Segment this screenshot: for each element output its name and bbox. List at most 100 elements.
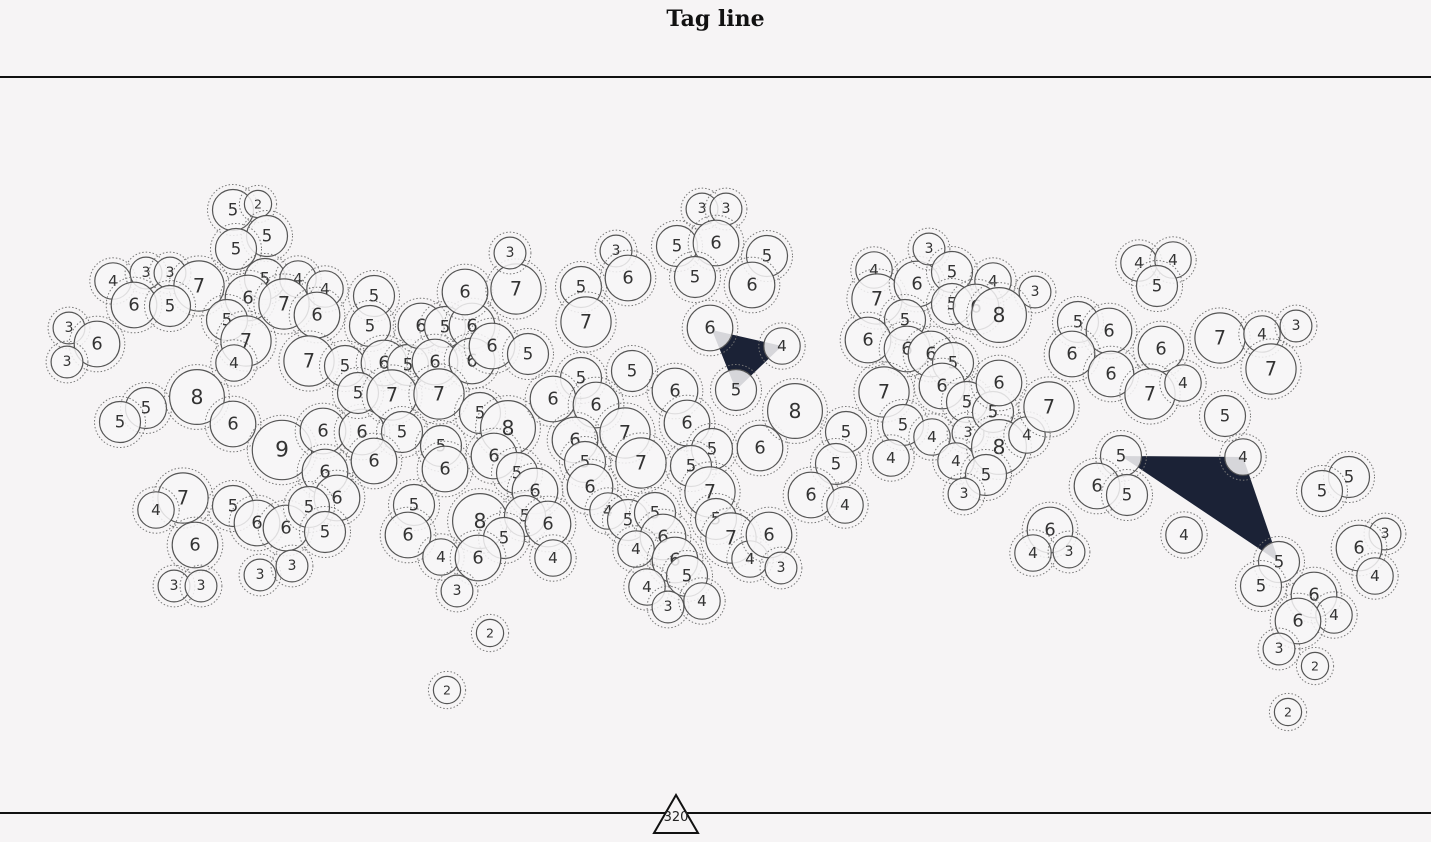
bubble-3[interactable]: 3	[1274, 304, 1318, 348]
bubble-circle[interactable]	[1273, 697, 1303, 727]
bubble-4[interactable]: 4	[1351, 552, 1399, 600]
bubble-5[interactable]: 5	[210, 223, 262, 275]
bubble-circle[interactable]	[303, 510, 347, 554]
bubble-6[interactable]: 6	[204, 395, 262, 453]
bubble-2[interactable]: 2	[1268, 692, 1308, 732]
bubble-circle[interactable]	[1023, 381, 1075, 433]
bubble-6[interactable]: 6	[723, 256, 781, 314]
bubble-2[interactable]: 2	[1295, 646, 1335, 686]
bubble-circle[interactable]	[1135, 264, 1179, 308]
bubble-circle[interactable]	[1203, 394, 1247, 438]
bubble-circle[interactable]	[534, 539, 572, 577]
bubble-4[interactable]: 4	[821, 481, 869, 529]
bubble-circle[interactable]	[137, 491, 175, 529]
bubble-circle[interactable]	[975, 359, 1023, 407]
bubble-9[interactable]: 9	[246, 414, 318, 486]
bubble-4[interactable]: 4	[529, 534, 577, 582]
bubble-2[interactable]: 2	[427, 670, 467, 710]
bubble-6[interactable]: 6	[782, 466, 840, 524]
bubble-circle[interactable]	[1052, 535, 1086, 569]
bubble-7[interactable]: 7	[1240, 338, 1302, 400]
bubble-circle[interactable]	[560, 296, 612, 348]
bubble-circle[interactable]	[1245, 343, 1297, 395]
bubble-6[interactable]: 6	[449, 529, 507, 587]
bubble-circle[interactable]	[604, 254, 652, 302]
bubble-4[interactable]: 4	[210, 339, 258, 387]
bubble-circle[interactable]	[148, 284, 192, 328]
bubble-circle[interactable]	[432, 675, 462, 705]
bubble-circle[interactable]	[475, 618, 505, 648]
bubble-6[interactable]: 6	[68, 315, 126, 373]
bubble-4[interactable]: 4	[132, 486, 180, 534]
bubble-6[interactable]: 6	[681, 299, 739, 357]
bubble-circle[interactable]	[728, 261, 776, 309]
bubble-circle[interactable]	[493, 236, 527, 270]
bubble-3[interactable]: 3	[435, 569, 479, 613]
bubble-4[interactable]: 4	[908, 413, 956, 461]
bubble-circle[interactable]	[610, 349, 654, 393]
bubble-circle[interactable]	[1087, 350, 1135, 398]
bubble-6[interactable]: 6	[740, 506, 798, 564]
bubble-6[interactable]: 6	[416, 440, 474, 498]
bubble-circle[interactable]	[209, 400, 257, 448]
bubble-6[interactable]: 6	[687, 214, 745, 272]
bubble-3[interactable]: 3	[704, 187, 748, 231]
bubble-5[interactable]: 5	[502, 328, 554, 380]
bubble-circle[interactable]	[651, 590, 685, 624]
bubble-circle[interactable]	[440, 574, 474, 608]
bubble-circle[interactable]	[275, 549, 309, 583]
bubble-circle[interactable]	[1165, 516, 1203, 554]
bubble-circle[interactable]	[413, 368, 465, 420]
bubble-circle[interactable]	[736, 424, 784, 472]
bubble-8[interactable]: 8	[164, 364, 230, 430]
bubble-circle[interactable]	[1014, 534, 1052, 572]
bubble-5[interactable]: 5	[299, 506, 351, 558]
bubble-4[interactable]: 4	[1159, 359, 1207, 407]
bubble-circle[interactable]	[673, 255, 717, 299]
bubble-4[interactable]: 4	[758, 322, 806, 370]
bubble-circle[interactable]	[913, 418, 951, 456]
bubble-4[interactable]: 4	[612, 525, 660, 573]
bubble-6[interactable]: 6	[1269, 592, 1327, 650]
bubble-3[interactable]: 3	[238, 553, 282, 597]
bubble-4[interactable]: 4	[678, 577, 726, 625]
bubble-circle[interactable]	[692, 219, 740, 267]
bubble-2[interactable]: 2	[470, 613, 510, 653]
bubble-circle[interactable]	[686, 304, 734, 352]
bubble-circle[interactable]	[1048, 330, 1096, 378]
bubble-5[interactable]: 5	[669, 251, 721, 303]
bubble-3[interactable]: 3	[45, 340, 89, 384]
bubble-3[interactable]: 3	[488, 231, 532, 275]
bubble-3[interactable]: 3	[759, 546, 803, 590]
bubble-3[interactable]: 3	[179, 564, 223, 608]
bubble-5[interactable]: 5	[606, 345, 658, 397]
bubble-5[interactable]: 5	[710, 364, 762, 416]
bubble-8[interactable]: 8	[966, 282, 1032, 348]
bubble-circle[interactable]	[714, 368, 758, 412]
bubble-5[interactable]: 5	[1199, 390, 1251, 442]
bubble-3[interactable]: 3	[907, 227, 951, 271]
bubble-6[interactable]: 6	[379, 506, 437, 564]
bubble-6[interactable]: 6	[599, 249, 657, 307]
bubble-circle[interactable]	[1300, 469, 1344, 513]
bubble-4[interactable]: 4	[1160, 511, 1208, 559]
bubble-7[interactable]: 7	[1018, 376, 1080, 438]
bubble-circle[interactable]	[243, 558, 277, 592]
bubble-5[interactable]: 5	[1131, 260, 1183, 312]
bubble-5[interactable]: 5	[344, 300, 396, 352]
bubble-circle[interactable]	[1279, 309, 1313, 343]
bubble-circle[interactable]	[1262, 632, 1296, 666]
bubble-circle[interactable]	[872, 439, 910, 477]
bubble-circle[interactable]	[970, 287, 1027, 344]
bubble-3[interactable]: 3	[1013, 270, 1057, 314]
bubble-5[interactable]: 5	[1235, 560, 1287, 612]
bubble-circle[interactable]	[826, 486, 864, 524]
bubble-circle[interactable]	[615, 437, 667, 489]
bubble-circle[interactable]	[1018, 275, 1052, 309]
bubble-circle[interactable]	[73, 320, 121, 368]
bubble-3[interactable]: 3	[1257, 627, 1301, 671]
bubble-circle[interactable]	[50, 345, 84, 379]
bubble-circle[interactable]	[683, 582, 721, 620]
